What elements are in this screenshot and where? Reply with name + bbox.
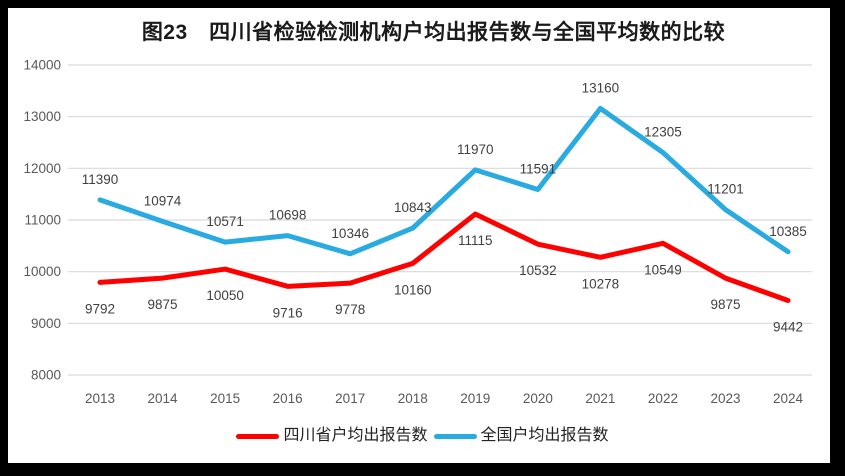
- data-label: 9792: [85, 301, 115, 316]
- figure-title: 图23 四川省检验检测机构户均出报告数与全国平均数的比较: [141, 21, 726, 44]
- data-label: 11970: [457, 142, 494, 157]
- data-label: 9716: [273, 305, 303, 320]
- legend-swatch-sichuan-line: [236, 433, 280, 439]
- data-label: 9778: [335, 302, 365, 317]
- data-label: 10549: [644, 262, 682, 277]
- x-tick-label: 2020: [523, 391, 553, 406]
- data-label: 10385: [769, 224, 807, 239]
- x-tick-label: 2014: [148, 391, 179, 406]
- y-tick-label: 14000: [23, 58, 61, 73]
- data-label: 9442: [773, 319, 803, 334]
- data-label: 11115: [458, 233, 493, 248]
- x-tick-label: 2016: [273, 391, 303, 406]
- chart-canvas: [8, 8, 830, 463]
- data-label: 9875: [148, 297, 178, 312]
- legend: 四川省户均出报告数 全国户均出报告数: [0, 428, 845, 444]
- x-tick-label: 2024: [773, 391, 804, 406]
- x-tick-label: 2017: [335, 391, 365, 406]
- data-label: 10532: [519, 263, 557, 278]
- data-label: 10571: [206, 214, 244, 229]
- series-line-sichuan: [97, 211, 791, 303]
- data-label: 10843: [394, 200, 432, 215]
- data-label: 10346: [331, 226, 369, 241]
- legend-label-national: 全国户均出报告数: [480, 427, 609, 444]
- data-label: 10278: [582, 276, 620, 291]
- y-tick-label: 11000: [24, 213, 61, 228]
- data-label: 12305: [644, 125, 682, 140]
- data-label: 11591: [520, 161, 557, 176]
- legend-item-national: 全国户均出报告数: [433, 427, 609, 444]
- data-label: 10160: [394, 282, 432, 297]
- x-tick-label: 2015: [210, 391, 240, 406]
- x-tick-label: 2021: [585, 391, 615, 406]
- y-tick-label: 12000: [23, 161, 61, 176]
- legend-swatch-national-line: [433, 433, 477, 439]
- y-tick-label: 13000: [23, 109, 61, 124]
- data-label: 10974: [144, 193, 182, 208]
- data-label: 10698: [269, 208, 307, 223]
- x-tick-label: 2019: [460, 391, 490, 406]
- legend-item-sichuan: 四川省户均出报告数: [236, 427, 428, 444]
- data-label: 11390: [82, 172, 119, 187]
- data-label: 10050: [206, 288, 244, 303]
- data-label: 9875: [710, 297, 740, 312]
- y-tick-label: 8000: [31, 368, 61, 383]
- legend-label-sichuan: 四川省户均出报告数: [283, 427, 428, 444]
- series-line-national: [97, 105, 791, 257]
- x-tick-label: 2023: [710, 391, 740, 406]
- data-label: 11201: [707, 182, 744, 197]
- y-tick-label: 9000: [31, 316, 61, 331]
- data-label: 13160: [582, 80, 620, 95]
- x-tick-label: 2018: [398, 391, 428, 406]
- x-tick-label: 2013: [85, 391, 115, 406]
- y-tick-label: 10000: [23, 264, 61, 279]
- x-tick-label: 2022: [648, 391, 678, 406]
